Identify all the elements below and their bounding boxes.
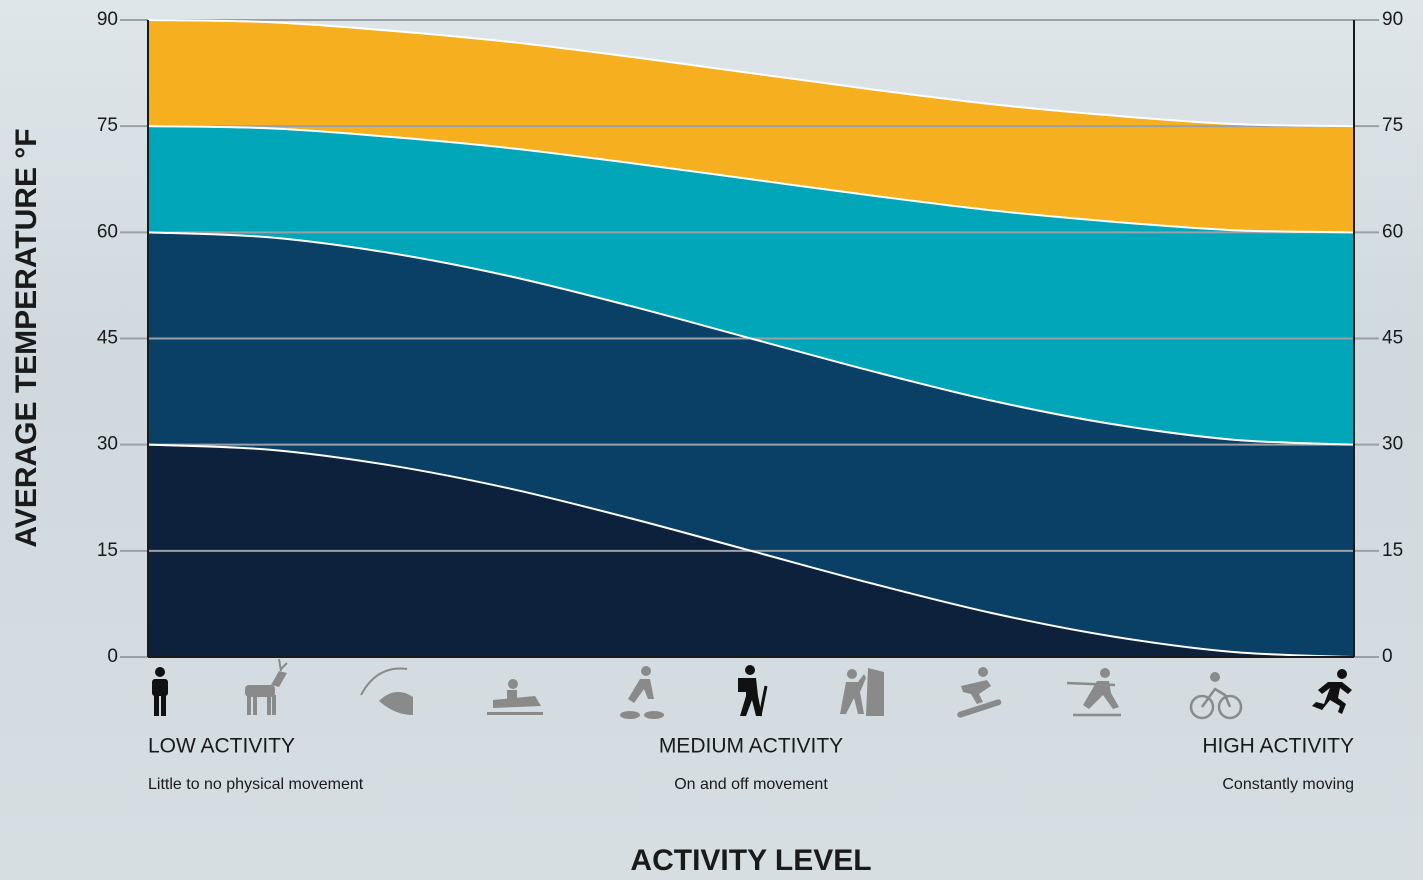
icon-cyclist xyxy=(1189,672,1243,720)
activity-title: LOW ACTIVITY xyxy=(148,735,295,758)
icon-runner xyxy=(1312,669,1352,714)
y2-tick-label: 30 xyxy=(1382,434,1403,455)
y2-tick-label: 75 xyxy=(1382,115,1403,136)
y-tick-label: 0 xyxy=(107,646,118,667)
x-axis-title: ACTIVITY LEVEL xyxy=(630,844,871,877)
icon-snowboard xyxy=(957,667,1002,718)
activity-title: MEDIUM ACTIVITY xyxy=(659,735,843,758)
icon-climber xyxy=(840,668,884,716)
activity-title: HIGH ACTIVITY xyxy=(1202,735,1354,758)
icon-standing xyxy=(152,667,168,716)
band-edge xyxy=(147,125,1355,234)
y2-tick-label: 15 xyxy=(1382,540,1403,561)
activity-icons xyxy=(152,658,1352,720)
band-edge xyxy=(147,19,1355,128)
icon-deer xyxy=(245,658,288,715)
icon-ski xyxy=(1066,668,1121,717)
icon-snowshoe xyxy=(620,666,664,719)
icon-hiker xyxy=(738,665,768,717)
band-edge xyxy=(147,443,1355,658)
y2-tick-label: 60 xyxy=(1382,221,1403,242)
icon-fishing xyxy=(360,667,413,715)
y-tick-label: 45 xyxy=(97,328,118,349)
y-axis-title: AVERAGE TEMPERATURE °F xyxy=(10,128,43,547)
icon-snowmobile xyxy=(487,679,543,715)
activity-subtitle: Constantly moving xyxy=(1222,776,1354,793)
y-tick-label: 75 xyxy=(97,115,118,136)
y-tick-label: 90 xyxy=(97,9,118,30)
y2-tick-label: 0 xyxy=(1382,646,1393,667)
activity-subtitle: Little to no physical movement xyxy=(148,776,364,793)
band-edge xyxy=(147,231,1355,446)
y-tick-label: 15 xyxy=(97,540,118,561)
y-tick-label: 60 xyxy=(97,221,118,242)
activity-subtitle: On and off movement xyxy=(674,776,828,793)
y-tick-label: 30 xyxy=(97,434,118,455)
y2-tick-label: 45 xyxy=(1382,328,1403,349)
y2-tick-label: 90 xyxy=(1382,9,1403,30)
